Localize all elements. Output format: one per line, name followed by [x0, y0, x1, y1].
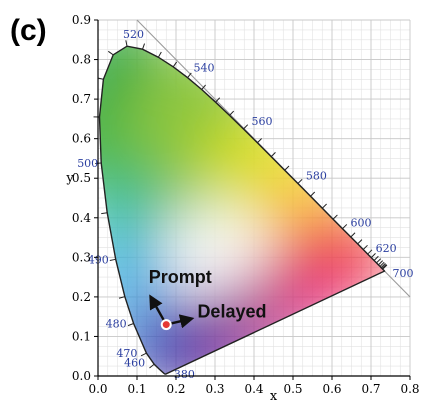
locus-tick — [378, 260, 384, 266]
locus-tick — [127, 323, 134, 327]
x-tick-label: 0.1 — [127, 382, 146, 396]
wavelength-label-470: 470 — [116, 347, 137, 360]
locus-tick — [118, 296, 125, 299]
data-point-emission — [160, 319, 172, 331]
locus-tick — [367, 249, 373, 255]
wavelength-label-600: 600 — [351, 217, 372, 230]
locus-tick — [270, 151, 276, 157]
wavelength-label-560: 560 — [252, 115, 273, 128]
locus-tick — [140, 352, 147, 357]
locus-tick — [373, 255, 379, 261]
x-tick-label: 0.5 — [283, 382, 302, 396]
x-tick-label: 0.4 — [244, 382, 263, 396]
x-tick-label: 0.0 — [88, 382, 107, 396]
locus-tick — [357, 239, 363, 245]
locus-tick — [380, 263, 386, 268]
x-tick-label: 0.8 — [400, 382, 419, 396]
locus-tick — [370, 253, 376, 258]
locus-tick — [149, 363, 155, 369]
y-axis-title: y — [65, 171, 74, 186]
axes: 0.0 0.1 0.2 0.3 0.4 0.5 0.6 0.7 0.8 0.0 0.1 0.2 0.3 0… — [65, 13, 419, 404]
annotation-delayed: Delayed — [197, 301, 266, 321]
locus-tick — [379, 261, 385, 267]
locus-tick — [321, 203, 327, 209]
wavelength-label-580: 580 — [306, 170, 327, 183]
wavelength-label-380: 380 — [174, 368, 195, 381]
locus-tick — [284, 165, 290, 171]
y-tick-label: 0.5 — [72, 171, 91, 185]
locus-tick — [362, 244, 368, 250]
wavelength-label-700: 700 — [393, 267, 414, 280]
wavelength-label-520: 520 — [123, 28, 144, 41]
x-tick-label: 0.6 — [322, 382, 341, 396]
x-axis-title: x — [270, 389, 278, 404]
locus-tick — [201, 84, 206, 90]
y-tick-label: 0.7 — [72, 92, 91, 106]
locus-tick — [257, 138, 262, 144]
annotation-prompt: Prompt — [149, 267, 212, 287]
color-region — [99, 174, 157, 245]
locus-tick — [382, 264, 388, 270]
spectral-locus — [98, 45, 386, 375]
locus-tick — [332, 214, 338, 220]
locus-tick — [101, 212, 108, 215]
y-tick-label: 0.8 — [72, 53, 91, 67]
x-tick-label: 0.3 — [205, 382, 224, 396]
locus-tick — [172, 61, 178, 68]
x-tick-label: 0.2 — [166, 382, 185, 396]
wavelength-label-500: 500 — [77, 157, 98, 170]
wavelength-label-540: 540 — [194, 62, 215, 75]
locus-tick — [381, 263, 387, 269]
wavelength-label-480: 480 — [106, 318, 127, 331]
locus-tick — [215, 97, 221, 103]
annotations: Prompt Delayed — [149, 267, 266, 331]
locus-tick — [229, 110, 235, 116]
x-tick-label: 0.7 — [361, 382, 380, 396]
y-tick-label: 0.9 — [72, 13, 91, 27]
y-tick-label: 0.2 — [72, 290, 91, 304]
locus-tick — [297, 178, 303, 184]
locus-tick — [376, 258, 382, 264]
spectral-locus-ticks — [93, 40, 388, 369]
locus-tick — [187, 72, 192, 78]
y-tick-label: 0.3 — [72, 250, 91, 264]
wavelength-label-620: 620 — [376, 242, 397, 255]
color-region — [169, 203, 230, 264]
locus-tick — [243, 124, 249, 130]
locus-tick — [125, 40, 128, 47]
locus-tick — [107, 50, 114, 56]
y-tick-label: 0.0 — [72, 369, 91, 383]
panel-label: (c) — [10, 14, 47, 47]
wavelength-label-460: 460 — [124, 356, 145, 369]
locus-tick — [310, 191, 316, 197]
locus-tick — [157, 51, 162, 58]
y-tick-label: 0.6 — [72, 132, 91, 146]
locus-tick — [109, 258, 116, 262]
locus-tick — [142, 43, 146, 50]
locus-tick — [342, 224, 348, 230]
y-tick-label: 0.1 — [72, 329, 91, 343]
y-tick-label: 0.4 — [72, 211, 91, 225]
locus-tick — [350, 232, 356, 238]
